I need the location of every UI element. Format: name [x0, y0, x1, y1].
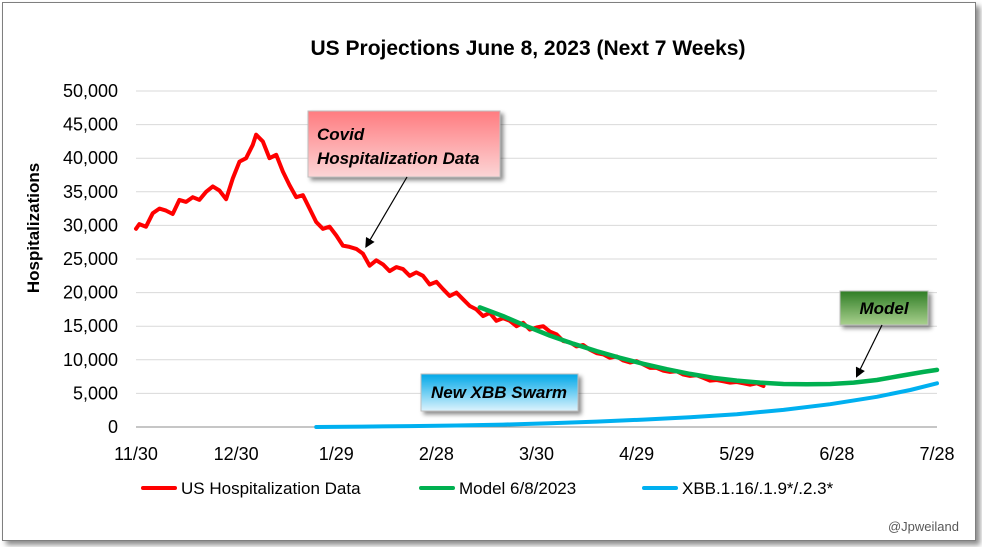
y-tick-label: 50,000: [63, 81, 118, 101]
callout-text: New XBB Swarm: [431, 383, 567, 402]
callout-arrow: [365, 176, 408, 249]
y-tick-label: 0: [108, 417, 118, 437]
callout-box-0: [307, 110, 501, 178]
x-tick-label: 3/30: [519, 444, 554, 464]
chart-frame: US Projections June 8, 2023 (Next 7 Week…: [2, 2, 976, 541]
y-axis-label: Hospitalizations: [24, 163, 43, 293]
chart-title: US Projections June 8, 2023 (Next 7 Week…: [311, 37, 746, 60]
y-tick-label: 5,000: [73, 383, 118, 403]
y-tick-label: 25,000: [63, 249, 118, 269]
callout-box-1: [839, 290, 929, 326]
series-lines: [134, 132, 940, 429]
callout-text: Covid: [317, 125, 365, 144]
legend-label-0: US Hospitalization Data: [181, 479, 361, 498]
legend-label-2: XBB.1.16/.1.9*/.2.3*: [682, 479, 834, 498]
x-tick-label: 1/29: [319, 444, 354, 464]
series-line-2: [314, 381, 939, 429]
y-tick-label: 45,000: [63, 115, 118, 135]
series-line-1: [477, 305, 940, 387]
x-tick-label: 2/28: [419, 444, 454, 464]
x-tick-label: 5/29: [719, 444, 754, 464]
callouts: Covid Hospitalization Data Model New XBB Sw…: [307, 110, 929, 412]
legend: US Hospitalization Data Model 6/8/2023 XBB…: [141, 479, 834, 498]
x-tick-label: 12/30: [214, 444, 259, 464]
y-tick-label: 30,000: [63, 215, 118, 235]
y-tick-label: 40,000: [63, 148, 118, 168]
y-tick-label: 15,000: [63, 316, 118, 336]
x-tick-label: 11/30: [114, 444, 158, 464]
credit-text: @Jpweiland: [888, 519, 959, 534]
y-axis-ticks: 0 5,000 10,000 15,000 20,000 25,000 30,000 35,0…: [63, 81, 118, 437]
chart-svg: US Projections June 8, 2023 (Next 7 Week…: [24, 37, 959, 534]
x-tick-label: 4/29: [619, 444, 654, 464]
y-tick-label: 20,000: [63, 283, 118, 303]
callout-text: Hospitalization Data: [317, 149, 479, 168]
callout-arrow: [855, 324, 883, 378]
y-tick-label: 10,000: [63, 350, 118, 370]
gridlines: [136, 90, 937, 428]
x-tick-label: 7/28: [919, 444, 954, 464]
y-tick-label: 35,000: [63, 182, 118, 202]
x-axis-ticks: 11/30 12/30 1/29 2/28 3/30 4/29 5/29 6/28 7/28: [114, 444, 954, 464]
callout-box-2: [420, 373, 579, 412]
x-tick-label: 6/28: [819, 444, 854, 464]
legend-label-1: Model 6/8/2023: [459, 479, 576, 498]
callout-text: Model: [859, 299, 909, 318]
